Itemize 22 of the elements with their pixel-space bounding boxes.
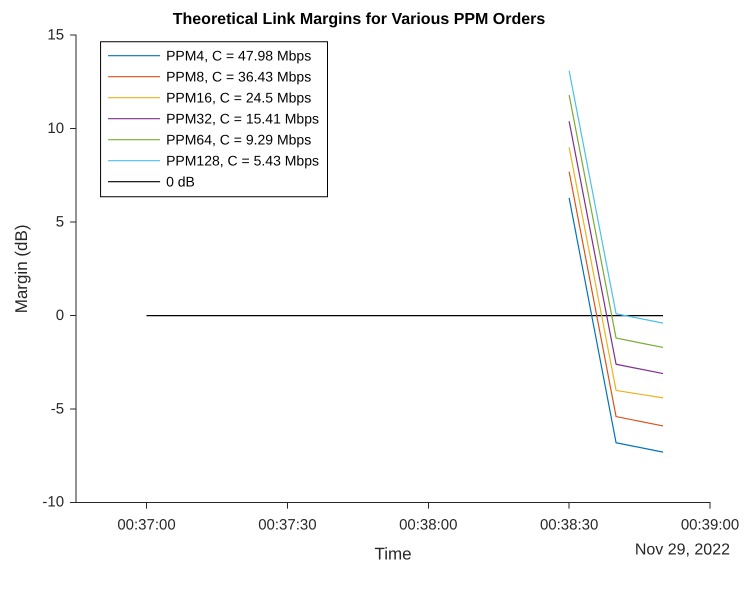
- y-tick-label: 15: [47, 26, 64, 44]
- x-tick-label: 00:38:30: [540, 516, 598, 534]
- x-tick-label: 00:37:00: [117, 516, 176, 534]
- legend-label: 0 dB: [166, 174, 195, 190]
- y-tick-label: 5: [56, 213, 64, 230]
- x-axis-title: Time: [374, 544, 412, 564]
- y-tick-label: 0: [56, 306, 64, 324]
- y-tick-label: -5: [50, 400, 64, 418]
- x-tick-label: 00:37:30: [258, 516, 317, 534]
- legend-label: PPM64, C = 9.29 Mbps: [166, 132, 312, 148]
- x-tick-label: 00:39:00: [680, 516, 740, 534]
- y-tick-label: 10: [47, 120, 64, 137]
- y-axis-title: Margin (dB): [12, 224, 31, 314]
- legend-label: PPM8, C = 36.43 Mbps: [166, 68, 312, 85]
- x-tick-label: 00:38:00: [399, 516, 458, 534]
- chart-title: Theoretical Link Margins for Various PPM Orders: [172, 11, 546, 28]
- legend-label: PPM4, C = 47.98 Mbps: [166, 48, 312, 64]
- legend-label: PPM128, C = 5.43 Mbps: [166, 152, 319, 169]
- y-tick-label: -10: [42, 494, 64, 511]
- text: Nov 29, 2022: [634, 542, 730, 559]
- legend-label: PPM16, C = 24.5 Mbps: [166, 90, 312, 106]
- legend-label: PPM32, C = 15.41 Mbps: [166, 110, 319, 127]
